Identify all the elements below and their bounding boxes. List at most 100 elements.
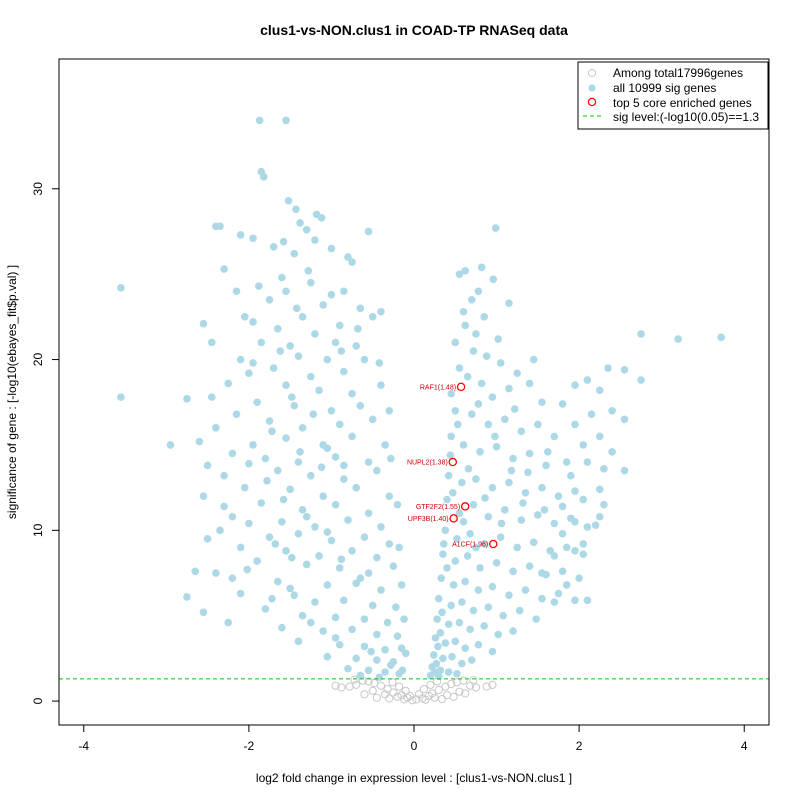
sig-point (253, 398, 261, 407)
sig-point (294, 352, 303, 360)
sig-point (183, 395, 191, 403)
sig-point (323, 355, 332, 364)
sig-point (368, 601, 377, 610)
sig-point (579, 540, 588, 548)
sig-point (340, 287, 348, 296)
sig-point (203, 461, 212, 470)
sig-point (525, 449, 534, 458)
sig-point (240, 483, 249, 492)
sig-point (331, 453, 340, 461)
sig-point (461, 321, 469, 330)
sig-point (515, 606, 524, 615)
sig-point (298, 313, 307, 321)
sig-point (331, 613, 340, 622)
sig-point (472, 543, 480, 552)
sig-point (451, 637, 460, 646)
sig-point (220, 265, 228, 273)
sig-point (294, 529, 303, 538)
sig-point (534, 420, 542, 429)
sig-point (207, 338, 216, 347)
sig-point (484, 512, 493, 521)
sig-point (476, 564, 484, 572)
sig-point (496, 533, 505, 541)
sig-point (309, 410, 318, 419)
sig-point (319, 301, 327, 309)
sig-point (249, 441, 257, 449)
sig-point (315, 552, 323, 560)
sig-point (220, 502, 228, 511)
sig-point (344, 516, 352, 524)
nonsig-point (488, 680, 497, 689)
sig-point (620, 366, 629, 374)
chart-title: clus1-vs-NON.clus1 in COAD-TP RNASeq dat… (260, 22, 568, 38)
sig-point (261, 454, 270, 463)
sig-point (444, 471, 453, 480)
sig-point (311, 523, 319, 531)
sig-point (600, 500, 608, 509)
sig-point (591, 521, 600, 529)
nonsig-point (364, 677, 373, 686)
y-tick-label: 10 (31, 523, 45, 537)
sig-point (494, 335, 503, 343)
sig-point (525, 379, 534, 388)
sig-point (393, 632, 402, 640)
sig-point (344, 253, 352, 261)
sig-point (509, 454, 517, 463)
sig-point (385, 540, 394, 548)
sig-point (447, 389, 455, 398)
sig-point (317, 463, 326, 471)
sig-point (480, 313, 488, 321)
sig-point (467, 656, 476, 664)
sig-point (434, 642, 442, 651)
highlighted-gene-label: A1CF(1.96) (452, 541, 488, 548)
sig-point (364, 227, 373, 236)
nonsig-point (368, 686, 377, 695)
sig-point (583, 523, 592, 531)
sig-point (432, 659, 441, 668)
sig-point (501, 415, 509, 424)
sig-point (255, 116, 264, 125)
sig-point (491, 432, 499, 441)
sig-point (398, 666, 407, 675)
sig-point (571, 517, 579, 526)
sig-point (335, 321, 344, 330)
sig-point (469, 347, 478, 355)
sig-point (367, 647, 375, 656)
sig-point (484, 420, 493, 429)
sig-point (269, 243, 278, 251)
sig-point (307, 471, 315, 480)
sig-point (373, 466, 381, 475)
highlighted-gene-label: UPF3B(1.40) (408, 516, 449, 523)
sig-point (583, 458, 592, 466)
x-tick-label: 4 (741, 739, 748, 753)
sig-point (356, 304, 365, 313)
sig-point (525, 562, 534, 570)
sig-point (608, 406, 616, 415)
sig-point (463, 552, 472, 560)
sig-point (220, 471, 228, 480)
sig-point (381, 441, 389, 449)
sig-point (513, 369, 521, 378)
sig-point (286, 584, 294, 593)
sig-point (348, 432, 356, 441)
sig-point (461, 644, 469, 652)
legend-label-sigline: sig level:(-log10(0.05)==1.3 (613, 110, 759, 124)
sig-point (259, 173, 268, 181)
sig-point (400, 615, 408, 623)
sig-point (505, 591, 513, 600)
sig-point (195, 437, 204, 446)
sig-point (335, 640, 344, 649)
sig-point (455, 509, 464, 518)
sig-point (571, 420, 579, 429)
sig-point (335, 420, 344, 429)
sig-point (286, 342, 294, 350)
sig-point (532, 615, 540, 623)
sig-point (447, 601, 455, 610)
legend-marker-sig (588, 84, 596, 92)
sig-point (183, 593, 191, 601)
x-tick-label: -4 (78, 739, 89, 753)
sig-point (571, 596, 579, 605)
sig-point (375, 359, 384, 367)
sig-point (488, 647, 497, 656)
sig-point (278, 623, 286, 632)
